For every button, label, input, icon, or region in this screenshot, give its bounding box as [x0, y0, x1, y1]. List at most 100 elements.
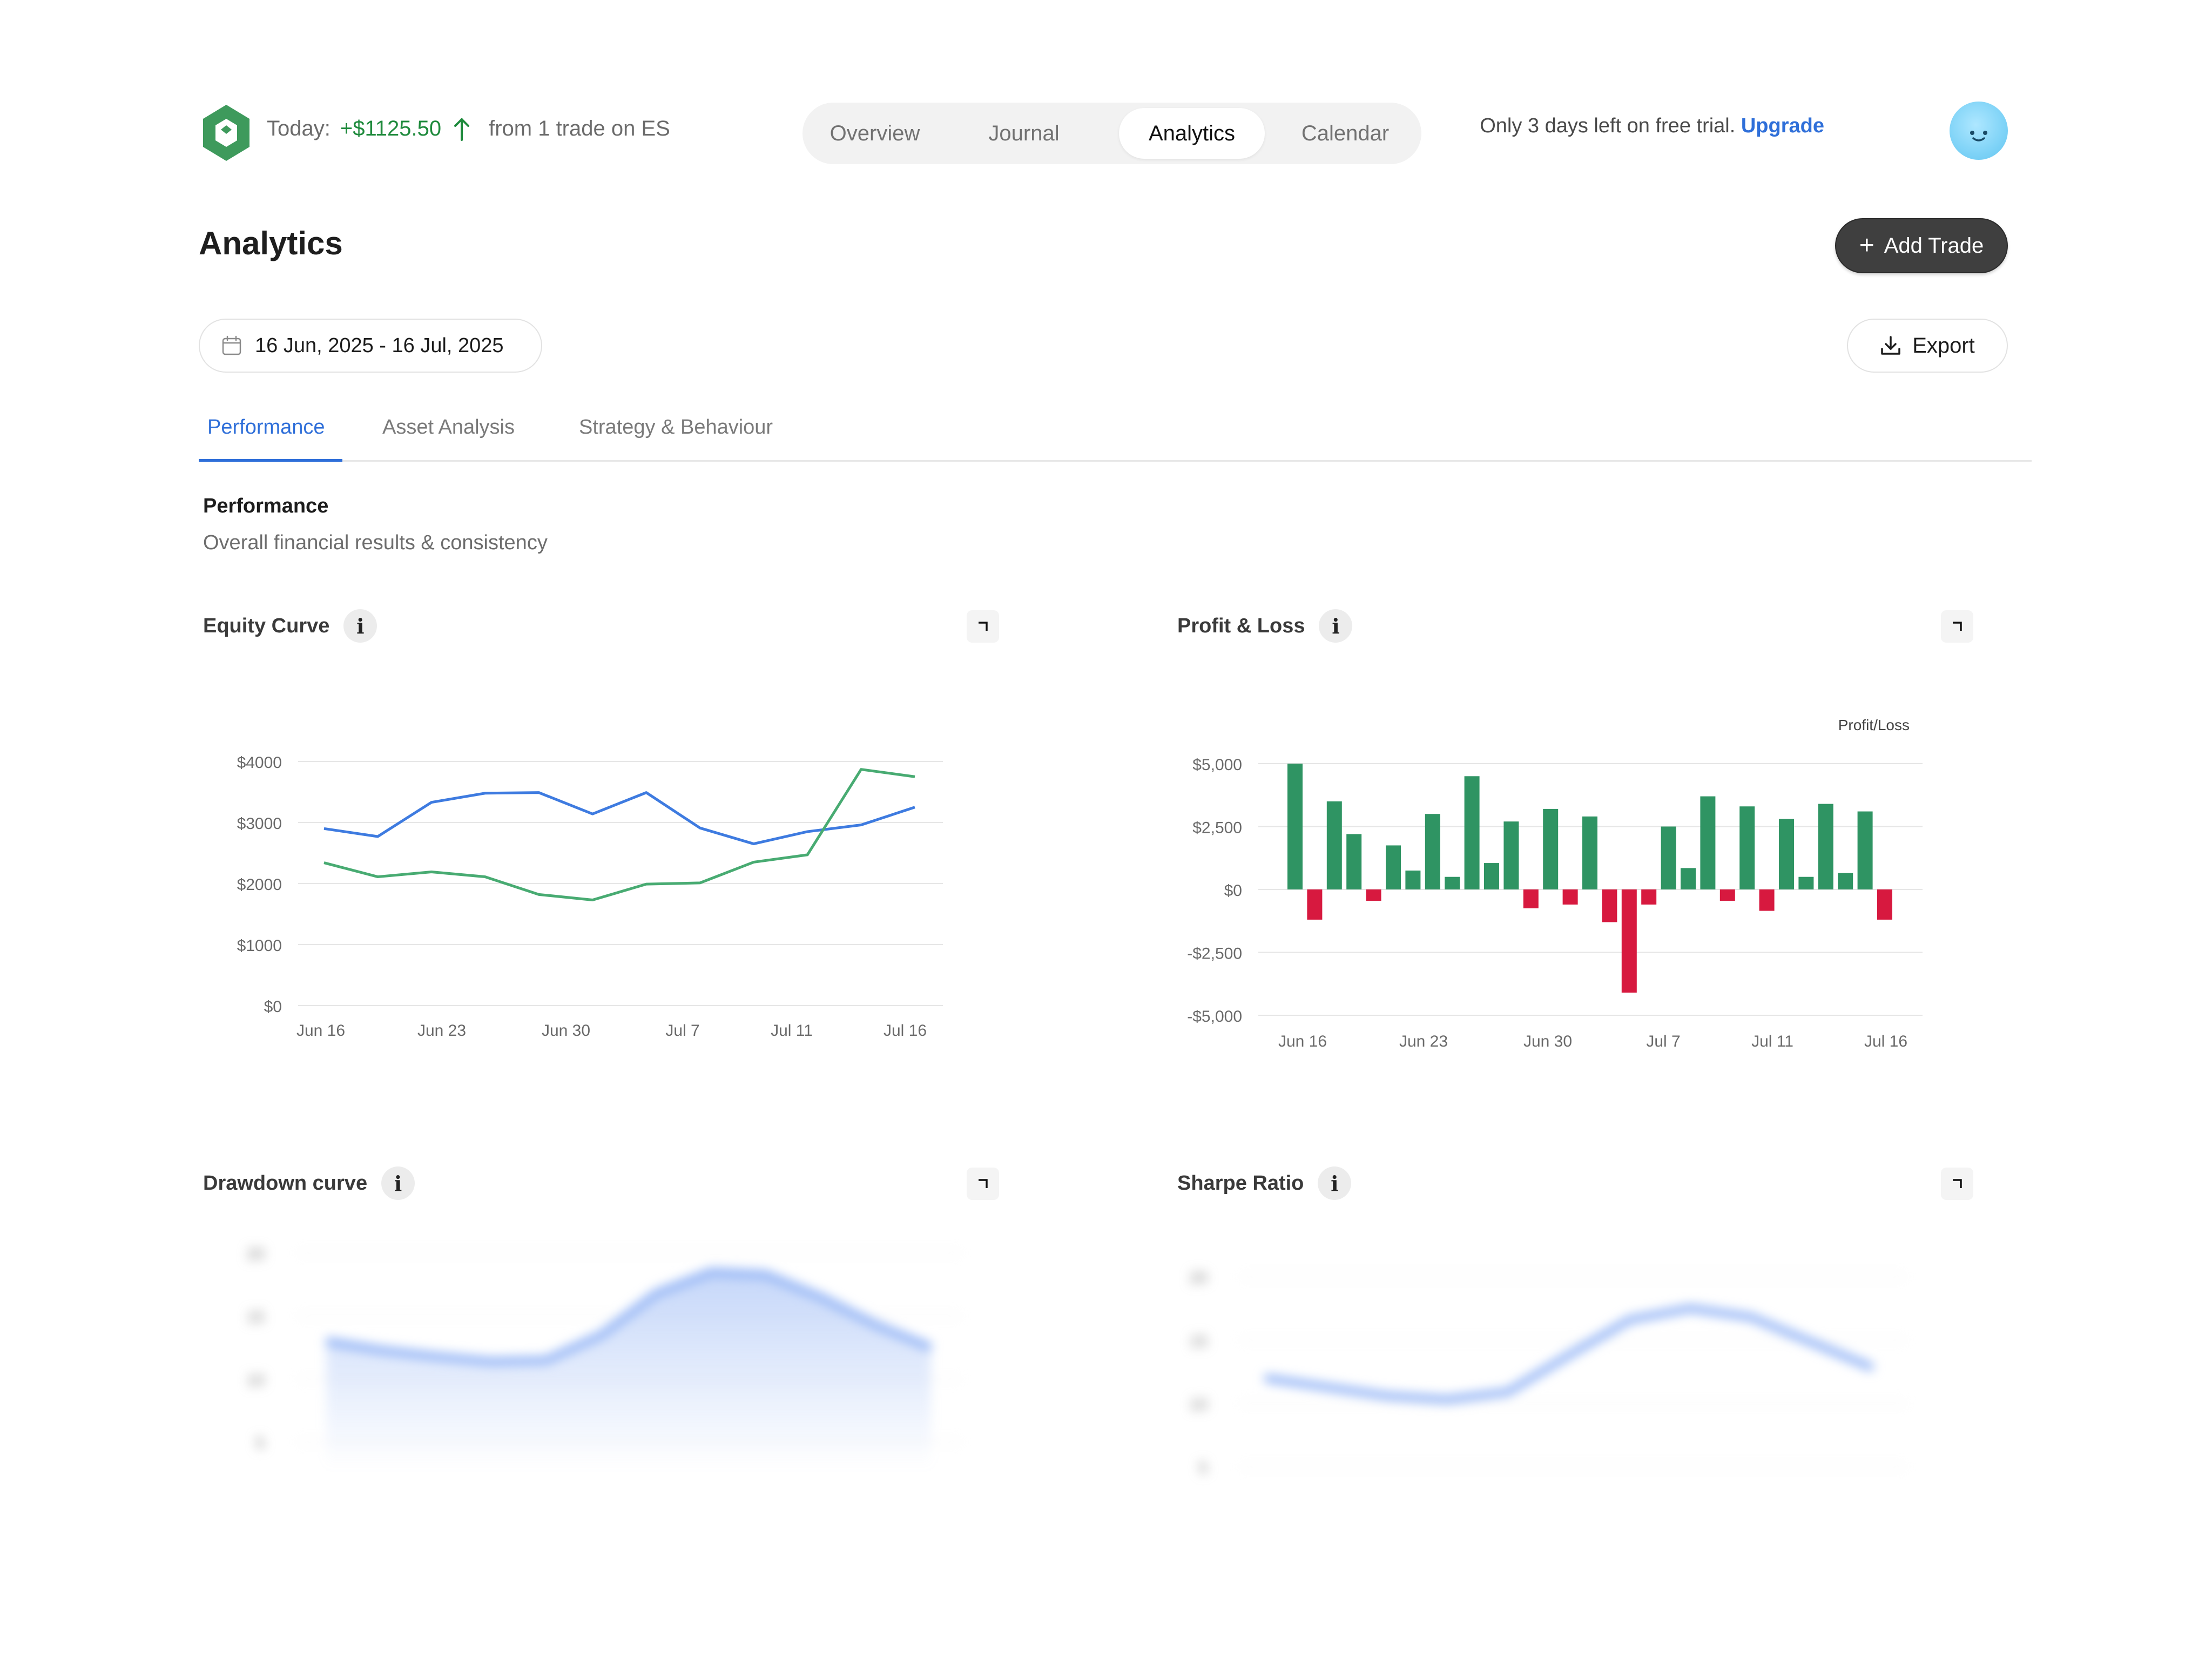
y-tick-label: $0 — [1224, 882, 1242, 900]
sharpe-ratio-header: Sharpe Ratio i — [1177, 1166, 1352, 1200]
x-tick-label: Jul 11 — [1751, 1033, 1793, 1050]
pnl-bar — [1503, 821, 1519, 889]
today-summary: Today: +$1125.50 from 1 trade on ES — [267, 117, 670, 141]
subtab-strategy-behaviour[interactable]: Strategy & Behaviour — [579, 416, 773, 439]
upgrade-link[interactable]: Upgrade — [1741, 114, 1824, 137]
x-tick-label: Jun 16 — [296, 1022, 345, 1040]
y-tick-label: 10 — [1190, 1396, 1208, 1414]
info-icon[interactable]: i — [381, 1166, 415, 1200]
expand-icon[interactable] — [967, 1168, 999, 1200]
info-icon[interactable]: i — [1319, 609, 1353, 643]
pnl-bar — [1857, 811, 1873, 889]
pnl-bar — [1798, 876, 1814, 889]
y-tick-label: $2,500 — [1192, 819, 1242, 837]
sharpe-ratio-chart: 20 15 10 5 — [1190, 1269, 1906, 1477]
subtab-performance[interactable]: Performance — [207, 416, 325, 439]
x-tick-label: Jun 23 — [417, 1022, 466, 1040]
add-trade-label: Add Trade — [1884, 233, 1984, 258]
analytics-subtabs: Performance Asset Analysis Strategy & Be… — [199, 410, 2032, 462]
pnl-bar — [1681, 868, 1696, 889]
y-tick-label: 20 — [1190, 1269, 1208, 1287]
date-range-value: 16 Jun, 2025 - 16 Jul, 2025 — [255, 334, 504, 357]
pnl-bar — [1818, 804, 1833, 889]
drawdown-curve-title: Drawdown curve — [203, 1171, 368, 1195]
calendar-icon — [222, 335, 241, 355]
profit-loss-chart: $5,000 $2,500 $0 -$2,500 -$5,000 Profit/Loss J… — [1187, 717, 1923, 1050]
plus-icon: + — [1859, 231, 1874, 260]
x-tick-label: Jul 7 — [665, 1022, 699, 1040]
today-pnl-value: +$1125.50 — [340, 117, 442, 140]
export-label: Export — [1912, 333, 1975, 358]
y-tick-label: $1000 — [237, 937, 282, 955]
smiley-face-icon — [1970, 131, 1987, 141]
series-line — [323, 768, 915, 902]
x-tick-label: Jun 23 — [1399, 1033, 1448, 1050]
series-line — [323, 791, 915, 846]
date-range-picker[interactable]: 16 Jun, 2025 - 16 Jul, 2025 — [199, 319, 542, 373]
pnl-bar — [1425, 814, 1440, 889]
pnl-bar — [1562, 889, 1578, 905]
download-icon — [1881, 336, 1900, 355]
expand-icon[interactable] — [967, 610, 999, 643]
info-icon[interactable]: i — [343, 609, 377, 643]
x-tick-label: Jun 16 — [1278, 1033, 1327, 1050]
pnl-bar — [1739, 806, 1755, 889]
y-tick-label: $2000 — [237, 876, 282, 894]
pnl-bar — [1346, 834, 1362, 889]
y-tick-label: $0 — [264, 998, 282, 1016]
pnl-bar — [1326, 801, 1342, 889]
tab-overview[interactable]: Overview — [830, 122, 920, 145]
arrow-up-icon — [454, 118, 470, 141]
tab-journal[interactable]: Journal — [988, 122, 1060, 145]
y-tick-label: 5 — [255, 1434, 265, 1452]
page-title: Analytics — [199, 225, 343, 261]
profit-loss-title: Profit & Loss — [1177, 614, 1305, 637]
x-tick-label: Jun 30 — [542, 1022, 590, 1040]
info-icon[interactable]: i — [1318, 1166, 1352, 1200]
equity-curve-chart: $0 $1000 $2000 $3000 $4000 Jun 16 Jun 23 Jun 30… — [237, 754, 943, 1040]
section-title: Performance — [203, 495, 329, 517]
sharpe-line — [1264, 1304, 1874, 1404]
trial-text: Only 3 days left on free trial. — [1480, 114, 1736, 137]
y-tick-label: $5,000 — [1192, 756, 1242, 774]
avatar[interactable] — [1950, 102, 2008, 160]
drawdown-area — [326, 1272, 931, 1469]
y-tick-label: $3000 — [237, 815, 282, 833]
x-tick-label: Jul 7 — [1646, 1033, 1680, 1050]
y-tick-label: 15 — [1190, 1332, 1208, 1350]
pnl-bar — [1838, 873, 1853, 889]
active-tab-indicator — [199, 459, 342, 462]
pnl-bar — [1366, 889, 1381, 901]
subtab-asset-analysis[interactable]: Asset Analysis — [382, 416, 515, 439]
y-tick-label: 20 — [247, 1245, 265, 1263]
expand-icon[interactable] — [1941, 610, 1973, 643]
y-tick-label: $4000 — [237, 754, 282, 772]
main-nav: Overview Journal Analytics Calendar — [802, 103, 1421, 164]
tab-calendar[interactable]: Calendar — [1301, 122, 1390, 145]
pnl-bar — [1386, 845, 1401, 889]
pnl-bar — [1464, 776, 1480, 889]
today-detail: from 1 trade on ES — [489, 117, 670, 140]
pnl-bar — [1641, 889, 1657, 905]
pnl-bar — [1661, 826, 1676, 889]
pnl-bar — [1719, 889, 1735, 901]
drawdown-curve-chart: 20 15 10 5 — [247, 1245, 961, 1469]
add-trade-button[interactable]: + Add Trade — [1835, 218, 2008, 273]
expand-icon[interactable] — [1941, 1168, 1973, 1200]
y-tick-label: -$2,500 — [1187, 945, 1242, 963]
pnl-bar — [1445, 876, 1460, 889]
y-tick-label: 10 — [247, 1371, 265, 1389]
pnl-bar — [1759, 889, 1775, 911]
x-tick-label: Jul 11 — [771, 1022, 813, 1040]
pnl-bar — [1523, 889, 1539, 908]
tab-analytics[interactable]: Analytics — [1119, 108, 1265, 159]
equity-curve-header: Equity Curve i — [203, 609, 377, 643]
x-tick-label: Jul 16 — [1864, 1033, 1907, 1050]
drawdown-line — [325, 1268, 933, 1365]
pnl-bar — [1602, 889, 1617, 922]
pnl-bar — [1307, 889, 1323, 920]
x-tick-label: Jul 16 — [884, 1022, 927, 1040]
y-tick-label: 5 — [1198, 1459, 1208, 1477]
export-button[interactable]: Export — [1847, 319, 2008, 373]
